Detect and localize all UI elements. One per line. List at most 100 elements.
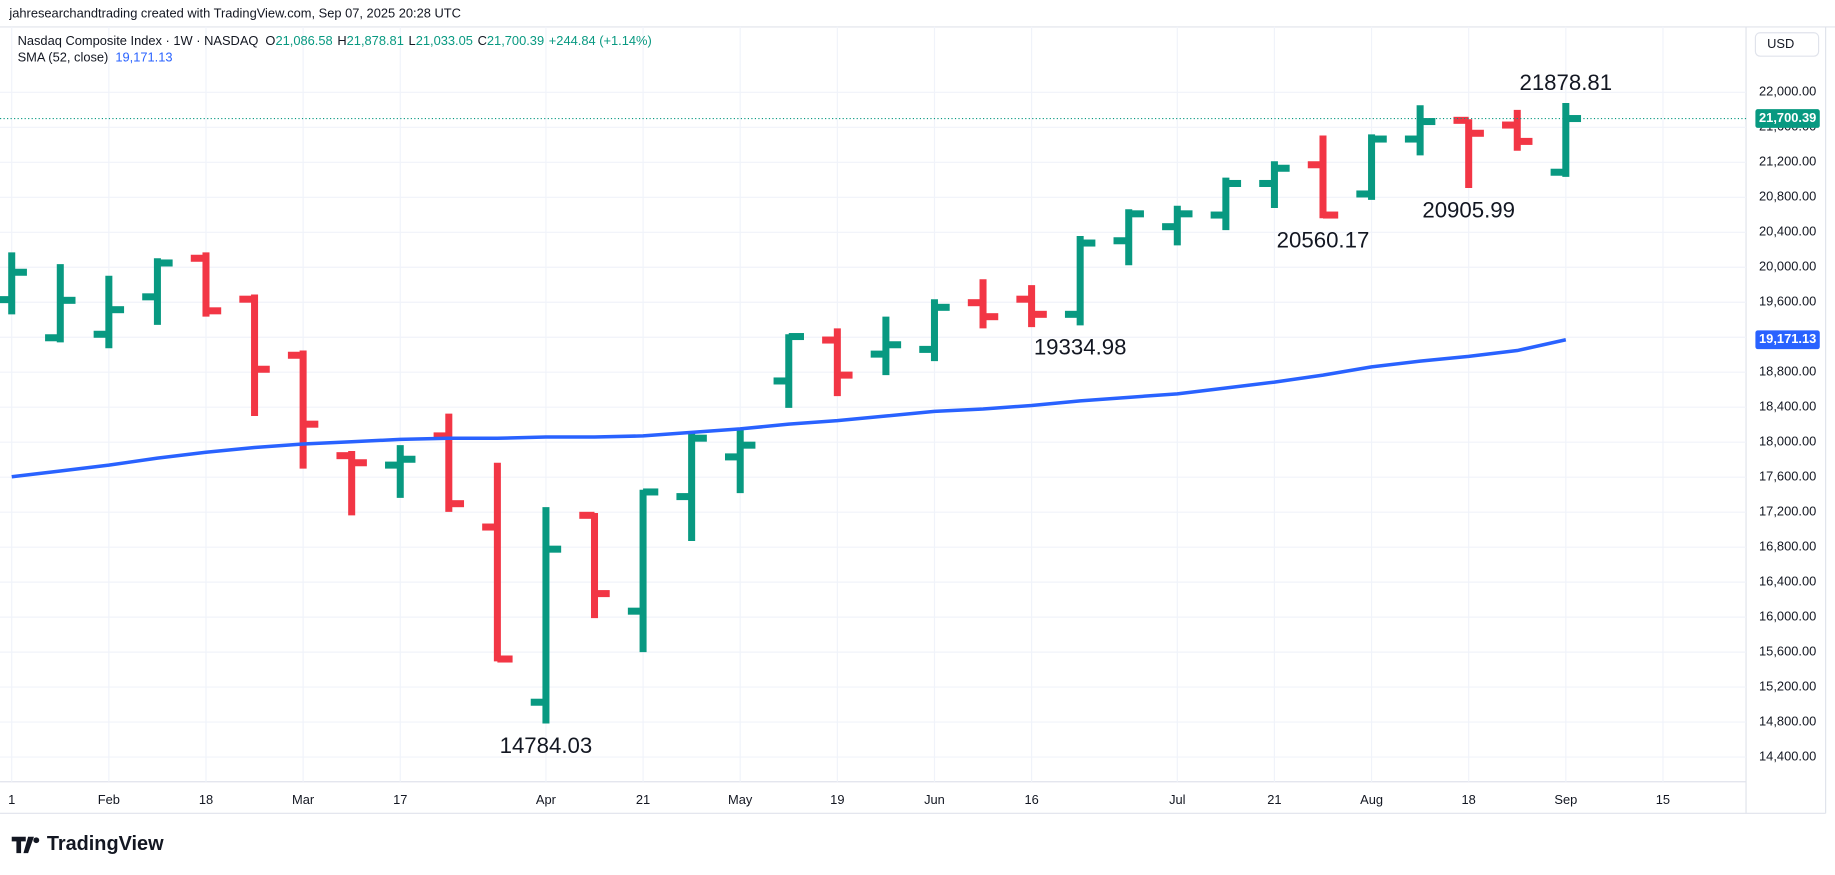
currency-label[interactable]: USD bbox=[1767, 36, 1794, 51]
ohlc-bar bbox=[1210, 177, 1242, 231]
brand-icon[interactable] bbox=[11, 836, 34, 854]
header: jahresearchandtrading created with Tradi… bbox=[8, 5, 461, 20]
x-tick-label: 18 bbox=[199, 792, 213, 807]
legend-main: Nasdaq Composite Index · 1W · NASDAQ O 21,… bbox=[18, 34, 652, 49]
ohlc-bar bbox=[239, 294, 270, 417]
ohlc-bar bbox=[870, 316, 902, 376]
ohlc-bar bbox=[1453, 116, 1484, 189]
ohlc-bar bbox=[287, 350, 319, 469]
x-tick-label: Apr bbox=[536, 792, 557, 807]
ohlc-bar bbox=[676, 433, 707, 542]
legend-sma-name: SMA (52, close) bbox=[18, 50, 109, 65]
grid bbox=[0, 26, 1747, 782]
x-tick-label: Feb bbox=[98, 792, 120, 807]
ohlc-bar bbox=[1307, 135, 1339, 219]
y-tick-label: 20,400.00 bbox=[1759, 224, 1816, 239]
ohlc-bar bbox=[190, 252, 222, 317]
y-tick-label: 21,200.00 bbox=[1759, 154, 1816, 169]
ohlc-bar bbox=[1404, 105, 1436, 156]
ohlc-bar bbox=[482, 462, 513, 663]
annotation: 19334.98 bbox=[1034, 335, 1127, 360]
ohlc-bar bbox=[1162, 205, 1193, 246]
y-tick-label: 19,600.00 bbox=[1759, 294, 1816, 309]
y-tick-label: 17,200.00 bbox=[1759, 504, 1816, 519]
ohlc-bar bbox=[579, 511, 610, 619]
y-tick-label: 20,000.00 bbox=[1759, 259, 1816, 274]
sma-price-label: 19,171.13 bbox=[1759, 331, 1816, 346]
x-tick-label: May bbox=[728, 792, 753, 807]
ohlc-bar bbox=[1356, 134, 1387, 200]
y-tick-label: 16,400.00 bbox=[1759, 574, 1816, 589]
x-tick-label: 21 bbox=[636, 792, 650, 807]
ohlc-bar bbox=[0, 252, 27, 315]
x-tick-label: 21 bbox=[1267, 792, 1281, 807]
ohlc-bar bbox=[45, 264, 76, 343]
y-tick-label: 18,000.00 bbox=[1759, 434, 1816, 449]
ohlc-bar bbox=[1259, 161, 1290, 209]
legend-sma-value: 19,171.13 bbox=[115, 50, 172, 65]
annotation: 20905.99 bbox=[1422, 197, 1515, 222]
x-tick-label: Aug bbox=[1360, 792, 1383, 807]
legend-change: +244.84 (+1.14%) bbox=[549, 34, 652, 49]
ohlc-bar bbox=[530, 507, 562, 724]
ohlc-bar bbox=[822, 328, 853, 397]
ohlc-bar bbox=[336, 451, 367, 516]
brand-icon-dot[interactable] bbox=[33, 837, 40, 844]
x-tick-label: Mar bbox=[292, 792, 315, 807]
ohlc-bar bbox=[93, 275, 125, 349]
y-tick-label: 18,400.00 bbox=[1759, 399, 1816, 414]
legend-ohlc-key: H bbox=[337, 34, 346, 49]
y-tick-label: 18,800.00 bbox=[1759, 364, 1816, 379]
y-tick-label: 16,000.00 bbox=[1759, 609, 1816, 624]
legend-ohlc-value: 21,033.05 bbox=[416, 34, 473, 49]
y-tick-label: 16,800.00 bbox=[1759, 539, 1816, 554]
y-tick-label: 15,200.00 bbox=[1759, 679, 1816, 694]
y-tick-label: 14,800.00 bbox=[1759, 713, 1816, 728]
ohlc-bar bbox=[967, 279, 999, 329]
x-tick-label: 16 bbox=[1024, 792, 1038, 807]
y-tick-label: 15,600.00 bbox=[1759, 644, 1816, 659]
ohlc-bar bbox=[724, 428, 756, 494]
legend-series-name: Nasdaq Composite Index · 1W · NASDAQ bbox=[18, 34, 259, 49]
x-tick-label: Sep bbox=[1554, 792, 1577, 807]
sma-price-box bbox=[1755, 330, 1820, 350]
legend-sma: SMA (52, close) 19,171.13 bbox=[18, 50, 173, 65]
x-tick-label: Jun bbox=[924, 792, 945, 807]
ohlc-bar bbox=[142, 258, 173, 325]
legend-ohlc-key: O bbox=[265, 34, 275, 49]
annotation: 20560.17 bbox=[1277, 228, 1370, 253]
ohlc-bar bbox=[627, 488, 659, 653]
annotation: 21878.81 bbox=[1519, 70, 1612, 95]
sma-line bbox=[11, 338, 1567, 479]
x-tick-label: 15 bbox=[1656, 792, 1670, 807]
ohlc-bar bbox=[919, 299, 950, 362]
x-tick-label: Jul bbox=[1169, 792, 1185, 807]
y-tick-label: 17,600.00 bbox=[1759, 469, 1816, 484]
ohlc-bar bbox=[1016, 285, 1047, 328]
y-tick-label: 20,800.00 bbox=[1759, 189, 1816, 204]
ohlc-bar bbox=[1064, 236, 1096, 326]
ohlc-bar bbox=[1502, 109, 1533, 151]
ohlc-bar bbox=[773, 333, 804, 408]
x-tick-label: 17 bbox=[393, 792, 407, 807]
legend-ohlc-value: 21,700.39 bbox=[487, 34, 544, 49]
ohlc-bar bbox=[1113, 209, 1144, 266]
y-tick-label: 22,000.00 bbox=[1759, 84, 1816, 99]
x-tick-label: 19 bbox=[830, 792, 844, 807]
legend-ohlc-key: C bbox=[478, 34, 487, 49]
x-tick-label: 18 bbox=[1462, 792, 1476, 807]
currency-button[interactable]: USD bbox=[1754, 32, 1820, 57]
brand-logo[interactable]: TradingView bbox=[11, 833, 164, 855]
currency-button-box[interactable] bbox=[1754, 32, 1820, 57]
legend-ohlc-key: L bbox=[409, 34, 416, 49]
y-tick-label: 14,400.00 bbox=[1759, 748, 1816, 763]
ohlc-series bbox=[0, 102, 1582, 724]
annotation: 14784.03 bbox=[500, 733, 593, 758]
brand-text[interactable]: TradingView bbox=[47, 833, 164, 855]
x-tick-label: 1 bbox=[8, 792, 15, 807]
legend-ohlc-value: 21,878.81 bbox=[347, 34, 404, 49]
ohlc-bar bbox=[385, 445, 416, 498]
